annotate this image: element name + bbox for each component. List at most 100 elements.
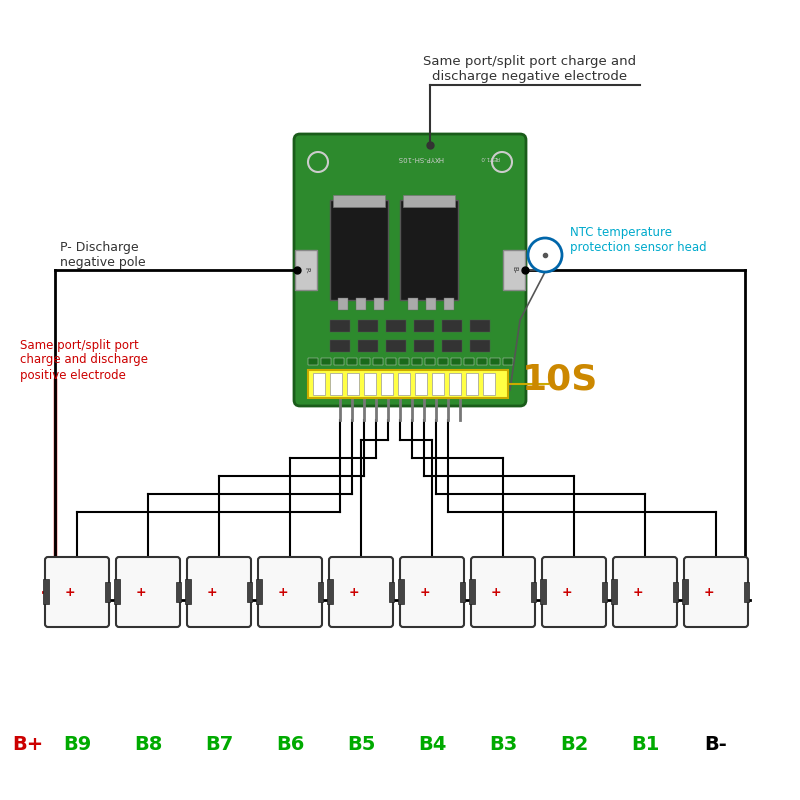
Bar [386, 358, 396, 365]
Bar [432, 373, 444, 395]
Bar [414, 320, 434, 332]
Bar [313, 373, 325, 395]
Bar [673, 582, 678, 602]
Bar [334, 358, 344, 365]
Text: +: + [633, 586, 643, 598]
Bar [425, 358, 435, 365]
Text: REV1.0: REV1.0 [480, 155, 500, 161]
Text: Sto: Sto [460, 371, 480, 385]
Text: B9: B9 [63, 735, 91, 754]
Circle shape [528, 238, 562, 272]
Bar [398, 579, 404, 603]
FancyBboxPatch shape [684, 557, 748, 627]
FancyBboxPatch shape [329, 557, 393, 627]
Text: +: + [420, 586, 430, 598]
Bar [460, 582, 465, 602]
Bar [469, 579, 475, 603]
Bar [364, 373, 376, 395]
FancyBboxPatch shape [400, 557, 464, 627]
Text: B-: B- [511, 266, 517, 274]
FancyBboxPatch shape [471, 557, 535, 627]
Bar [256, 579, 262, 603]
Text: B5: B5 [347, 735, 375, 754]
Bar [321, 358, 331, 365]
Bar [503, 358, 513, 365]
Bar [466, 373, 478, 395]
Text: Same port/split port
charge and discharge
positive electrode: Same port/split port charge and discharg… [20, 338, 148, 382]
Text: P- Discharge
negative pole: P- Discharge negative pole [60, 241, 146, 269]
FancyBboxPatch shape [258, 557, 322, 627]
Bar [347, 358, 357, 365]
Bar [398, 373, 410, 395]
Circle shape [492, 152, 512, 172]
Text: B3: B3 [489, 735, 517, 754]
Bar [400, 200, 458, 300]
Bar [330, 373, 342, 395]
Text: B2: B2 [560, 735, 588, 754]
Bar [540, 579, 546, 603]
Text: +: + [206, 586, 218, 598]
Bar [327, 579, 333, 603]
Bar [114, 579, 120, 603]
Bar [381, 373, 393, 395]
Bar [389, 582, 394, 602]
Text: B-: B- [705, 735, 727, 754]
Text: NTC temperature
protection sensor head: NTC temperature protection sensor head [570, 226, 706, 254]
Bar [295, 250, 317, 290]
Text: +: + [704, 586, 714, 598]
Bar [386, 340, 406, 352]
Bar [374, 298, 384, 310]
Text: P-: P- [303, 266, 309, 274]
Circle shape [308, 152, 328, 172]
Bar [415, 373, 427, 395]
Bar [470, 340, 490, 352]
Text: +: + [349, 586, 359, 598]
Bar [333, 195, 385, 207]
Bar [449, 373, 461, 395]
Bar [358, 340, 378, 352]
Bar [185, 579, 191, 603]
Bar [442, 340, 462, 352]
Bar [451, 358, 461, 365]
Bar [358, 320, 378, 332]
Bar [403, 195, 455, 207]
Text: B4: B4 [418, 735, 446, 754]
Text: B1: B1 [631, 735, 659, 754]
Bar [330, 340, 350, 352]
Text: Shop: Shop [344, 371, 376, 385]
Text: +: + [278, 586, 288, 598]
FancyBboxPatch shape [187, 557, 251, 627]
Bar [483, 373, 495, 395]
Bar [360, 358, 370, 365]
Text: B8: B8 [134, 735, 162, 754]
Bar [308, 358, 318, 365]
Bar [412, 358, 422, 365]
Bar [347, 373, 359, 395]
Bar [464, 358, 474, 365]
Text: +: + [562, 586, 572, 598]
Text: B7: B7 [205, 735, 233, 754]
Text: +: + [490, 586, 502, 598]
Bar [531, 582, 536, 602]
Text: 10S: 10S [522, 363, 598, 397]
Bar [408, 298, 418, 310]
Bar [602, 582, 607, 602]
Bar [477, 358, 487, 365]
Bar [442, 320, 462, 332]
Bar [399, 358, 409, 365]
Bar [247, 582, 252, 602]
Bar [105, 582, 110, 602]
Bar [43, 579, 49, 603]
Text: HXYP-SH-10S: HXYP-SH-10S [397, 155, 443, 161]
Bar [356, 298, 366, 310]
Bar [308, 370, 508, 398]
FancyBboxPatch shape [294, 134, 526, 406]
Bar [386, 320, 406, 332]
Bar [682, 579, 688, 603]
Bar [438, 358, 448, 365]
FancyBboxPatch shape [613, 557, 677, 627]
Bar [318, 582, 323, 602]
Text: B+: B+ [12, 735, 44, 754]
Bar [490, 358, 500, 365]
Bar [444, 298, 454, 310]
